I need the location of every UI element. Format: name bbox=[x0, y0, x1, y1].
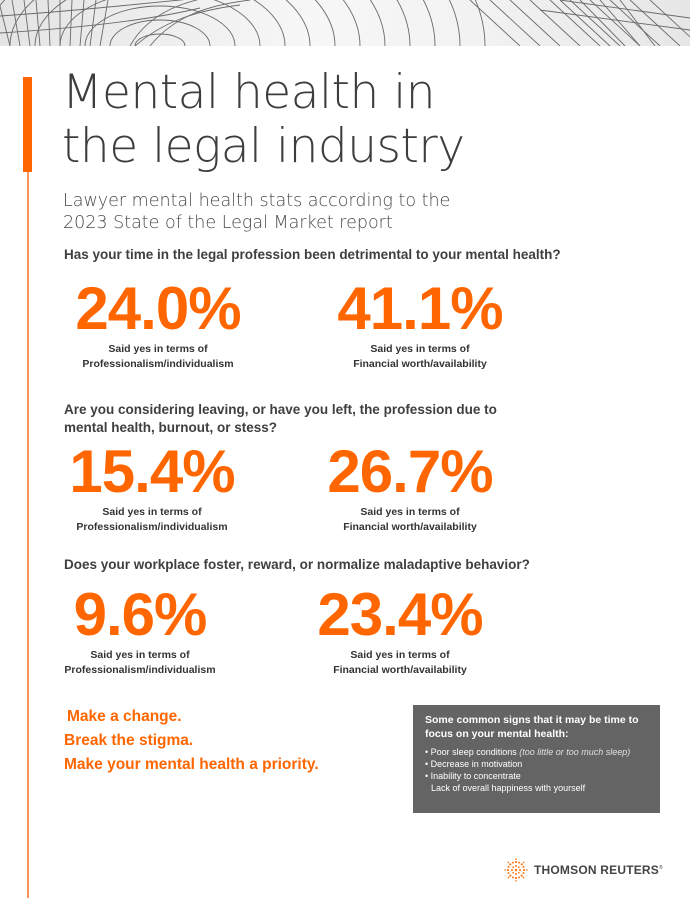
thomson-reuters-dot-globe-icon bbox=[504, 858, 528, 882]
caption-line-2: Professionalism/individualism bbox=[76, 521, 228, 533]
stat-value: 26.7% bbox=[327, 438, 493, 505]
stat-caption: Said yes in terms of Financial worth/ava… bbox=[300, 648, 500, 678]
caption-line-2: Professionalism/individualism bbox=[64, 664, 216, 676]
title-line-2: the legal industry bbox=[62, 119, 465, 174]
warning-signs-box: Some common signs that it may be time to… bbox=[413, 705, 660, 813]
question-2-line-1: Are you considering leaving, or have you… bbox=[64, 402, 497, 417]
stat-value: 41.1% bbox=[337, 275, 503, 342]
question-2: Are you considering leaving, or have you… bbox=[64, 401, 497, 437]
stat-value: 23.4% bbox=[317, 581, 483, 648]
stat-caption: Said yes in terms of Professionalism/ind… bbox=[40, 648, 240, 678]
subtitle-line-1: Lawyer mental health stats according to … bbox=[63, 191, 451, 211]
page-subtitle: Lawyer mental health stats according to … bbox=[63, 190, 450, 234]
accent-line bbox=[27, 172, 29, 898]
title-line-1: Mental health in bbox=[62, 65, 436, 120]
caption-line-2: Financial worth/availability bbox=[333, 664, 467, 676]
caption-line-1: Said yes in terms of bbox=[90, 649, 190, 661]
cta-line-1: Make a change. bbox=[67, 708, 182, 725]
thomson-reuters-logo: THOMSON REUTERS® bbox=[504, 858, 663, 882]
stat-3-professionalism: 9.6% Said yes in terms of Professionalis… bbox=[40, 584, 240, 678]
caption-line-1: Said yes in terms of bbox=[108, 343, 208, 355]
stat-caption: Said yes in terms of Professionalism/ind… bbox=[58, 342, 258, 372]
wave-lines-pattern bbox=[0, 0, 690, 46]
caption-line-1: Said yes in terms of bbox=[360, 506, 460, 518]
signs-heading: Some common signs that it may be time to… bbox=[425, 714, 650, 741]
stat-2-professionalism: 15.4% Said yes in terms of Professionali… bbox=[52, 441, 252, 535]
brand-name-text: THOMSON REUTERS bbox=[534, 863, 660, 877]
stat-caption: Said yes in terms of Professionalism/ind… bbox=[52, 505, 252, 535]
sign-text: Lack of overall happiness with yourself bbox=[431, 783, 586, 793]
sign-text: Decrease in motivation bbox=[430, 759, 523, 769]
caption-line-2: Financial worth/availability bbox=[343, 521, 477, 533]
stat-2-financial: 26.7% Said yes in terms of Financial wor… bbox=[310, 441, 510, 535]
signs-heading-line-1: Some common signs that it may be time to bbox=[425, 714, 639, 726]
signs-list: • Poor sleep conditions (too little or t… bbox=[425, 746, 650, 794]
caption-line-1: Said yes in terms of bbox=[370, 343, 470, 355]
caption-line-1: Said yes in terms of bbox=[350, 649, 450, 661]
accent-bar bbox=[23, 77, 32, 172]
registered-mark: ® bbox=[659, 865, 663, 871]
call-to-action: Make a change. Break the stigma. Make yo… bbox=[64, 705, 319, 777]
decorative-banner bbox=[0, 0, 690, 46]
list-item: Lack of overall happiness with yourself bbox=[425, 782, 650, 794]
cta-line-3: Make your mental health a priority. bbox=[64, 756, 319, 773]
stat-1-financial: 41.1% Said yes in terms of Financial wor… bbox=[320, 278, 520, 372]
bullet: • bbox=[425, 759, 429, 769]
cta-line-2: Break the stigma. bbox=[64, 732, 194, 749]
caption-line-1: Said yes in terms of bbox=[102, 506, 202, 518]
list-item: • Poor sleep conditions (too little or t… bbox=[425, 746, 650, 758]
stat-1-professionalism: 24.0% Said yes in terms of Professionali… bbox=[58, 278, 258, 372]
stat-value: 15.4% bbox=[69, 438, 235, 505]
question-1: Has your time in the legal profession be… bbox=[64, 246, 561, 264]
caption-line-2: Professionalism/individualism bbox=[82, 358, 234, 370]
sign-text: Inability to concentrate bbox=[430, 771, 521, 781]
question-3: Does your workplace foster, reward, or n… bbox=[64, 556, 530, 574]
stat-value: 9.6% bbox=[73, 581, 208, 648]
list-item: • Inability to concentrate bbox=[425, 770, 650, 782]
sign-text: Poor sleep conditions bbox=[430, 747, 520, 757]
stat-3-financial: 23.4% Said yes in terms of Financial wor… bbox=[300, 584, 500, 678]
question-3-text: Does your workplace foster, reward, or n… bbox=[64, 557, 530, 572]
stat-caption: Said yes in terms of Financial worth/ava… bbox=[310, 505, 510, 535]
question-2-line-2: mental health, burnout, or stess? bbox=[64, 420, 278, 435]
bullet: • bbox=[425, 771, 429, 781]
signs-heading-line-2: focus on your mental health: bbox=[425, 727, 569, 740]
question-1-text: Has your time in the legal profession be… bbox=[64, 247, 561, 262]
page-title: Mental health in the legal industry bbox=[62, 66, 465, 174]
caption-line-2: Financial worth/availability bbox=[353, 358, 487, 370]
list-item: • Decrease in motivation bbox=[425, 758, 650, 770]
sign-note: (too little or too much sleep) bbox=[519, 747, 631, 757]
stat-value: 24.0% bbox=[75, 275, 241, 342]
bullet: • bbox=[425, 747, 429, 757]
stat-caption: Said yes in terms of Financial worth/ava… bbox=[320, 342, 520, 372]
brand-name: THOMSON REUTERS® bbox=[534, 863, 663, 877]
subtitle-line-2: 2023 State of the Legal Market report bbox=[63, 213, 393, 233]
